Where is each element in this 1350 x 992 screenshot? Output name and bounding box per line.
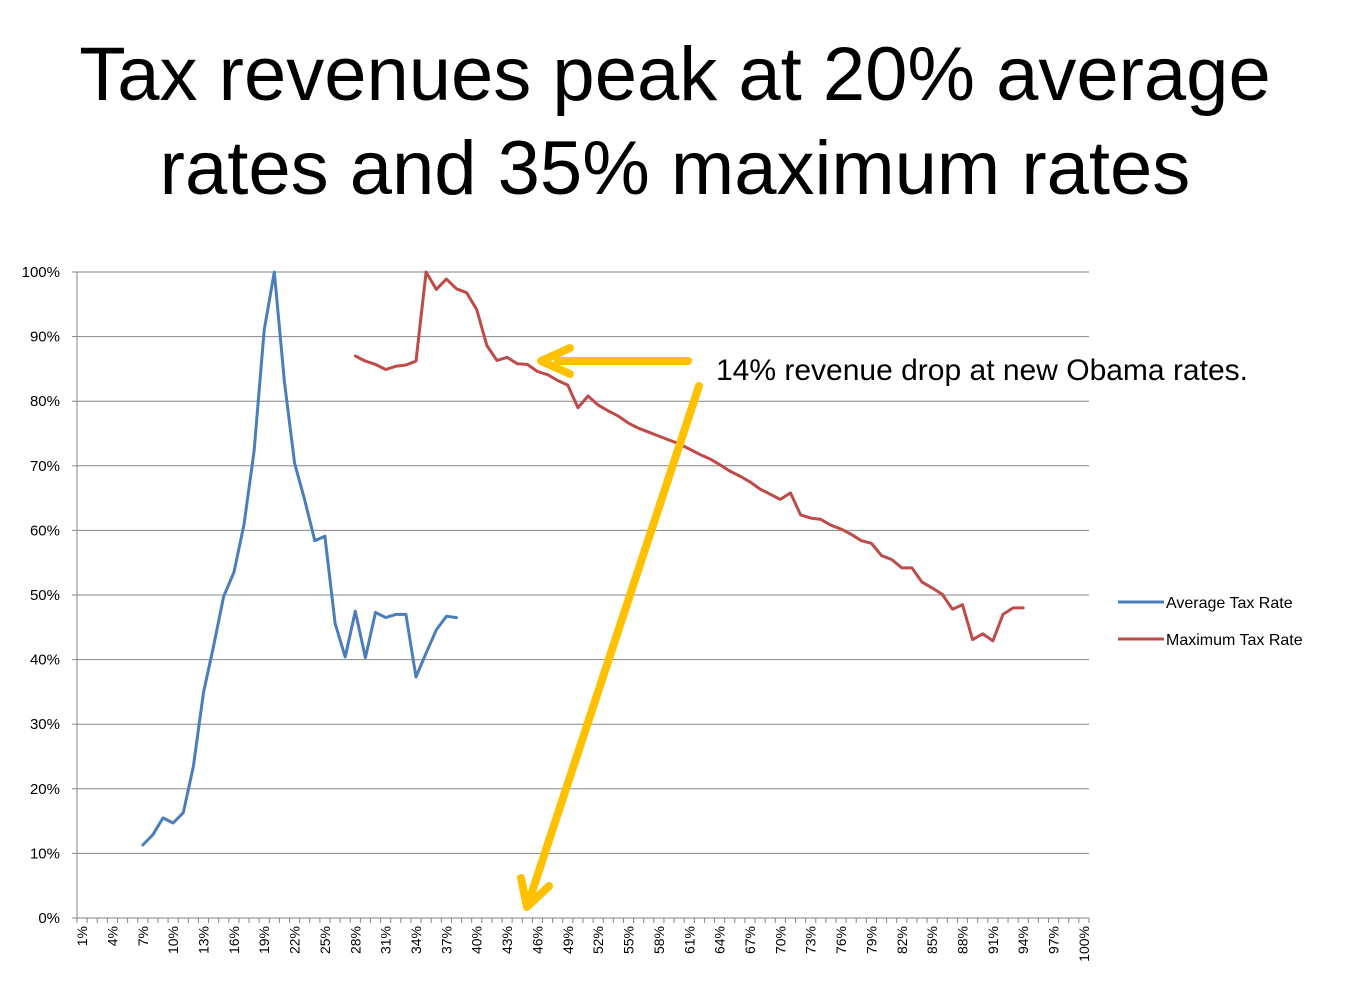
x-tick-label: 13%	[196, 926, 212, 954]
y-tick-label: 20%	[30, 781, 60, 798]
y-tick-label: 40%	[30, 652, 60, 669]
x-tick-label: 19%	[256, 926, 272, 954]
slide-title-line-2: rates and 35% maximum rates	[159, 126, 1191, 211]
x-tick-label: 100%	[1076, 926, 1092, 962]
x-tick-label: 31%	[378, 926, 394, 954]
x-tick-label: 1%	[74, 926, 90, 946]
y-tick-label: 10%	[30, 845, 60, 862]
x-tick-label: 49%	[560, 926, 576, 954]
x-tick-label: 67%	[742, 926, 758, 954]
x-tick-label: 25%	[317, 926, 333, 954]
y-tick-label: 80%	[30, 393, 60, 410]
x-tick-label: 7%	[135, 926, 151, 946]
annotation: 14% revenue drop at new Obama rates.	[517, 344, 1248, 911]
x-tick-label: 28%	[347, 926, 363, 954]
series-line-maximum-tax-rate	[353, 270, 1025, 643]
annotation-text: 14% revenue drop at new Obama rates.	[716, 354, 1248, 387]
x-tick-label: 70%	[772, 926, 788, 954]
x-tick-label: 4%	[104, 926, 120, 946]
x-tick-label: 16%	[226, 926, 242, 954]
series-lines	[141, 270, 1025, 847]
legend-label-average-tax-rate: Average Tax Rate	[1166, 595, 1293, 612]
x-tick-label: 37%	[438, 926, 454, 954]
annotation-arrow-left-head	[537, 344, 574, 378]
series-line-average-tax-rate	[141, 270, 458, 847]
x-axis-tick-labels: 1% 4% 7% 10% 13% 16% 19% 22% 25% 28% 31% 34% 37% 40% 4…	[74, 926, 1092, 962]
y-tick-label: 90%	[30, 329, 60, 346]
x-tick-label: 91%	[985, 926, 1001, 954]
x-tick-label: 34%	[408, 926, 424, 954]
x-tick-label: 73%	[803, 926, 819, 954]
y-tick-label: 100%	[22, 264, 60, 281]
x-tick-label: 76%	[833, 926, 849, 954]
x-tick-label: 43%	[499, 926, 515, 954]
x-tick-label: 85%	[924, 926, 940, 954]
legend-item-average-tax-rate: Average Tax Rate	[1118, 595, 1293, 612]
legend-item-maximum-tax-rate: Maximum Tax Rate	[1118, 632, 1303, 649]
y-tick-label: 30%	[30, 716, 60, 733]
slide-title: Tax revenues peak at 20% average rates a…	[0, 28, 1350, 216]
y-tick-label: 60%	[30, 522, 60, 539]
x-tick-label: 55%	[621, 926, 637, 954]
legend-label-maximum-tax-rate: Maximum Tax Rate	[1166, 632, 1303, 649]
x-tick-label: 58%	[651, 926, 667, 954]
x-tick-label: 10%	[165, 926, 181, 954]
x-tick-label: 52%	[590, 926, 606, 954]
y-tick-label: 50%	[30, 587, 60, 604]
x-tick-label: 46%	[529, 926, 545, 954]
y-axis-tick-labels: 0% 10% 20% 30% 40% 50% 60% 70% 80% 90% 100%	[22, 264, 60, 927]
x-tick-label: 97%	[1046, 926, 1062, 954]
annotation-arrow-down-head	[517, 874, 553, 911]
x-tick-label: 82%	[894, 926, 910, 954]
y-tick-label: 0%	[38, 910, 60, 927]
x-tick-label: 94%	[1015, 926, 1031, 954]
gridlines	[77, 271, 1089, 919]
annotation-arrow-down-shaft	[526, 382, 703, 902]
legend: Average Tax Rate Maximum Tax Rate	[1118, 595, 1303, 649]
axes	[72, 271, 1090, 923]
x-tick-label: 88%	[955, 926, 971, 954]
x-tick-label: 61%	[681, 926, 697, 954]
x-tick-label: 40%	[469, 926, 485, 954]
x-tick-label: 22%	[287, 926, 303, 954]
y-tick-label: 70%	[30, 458, 60, 475]
slide-title-line-1: Tax revenues peak at 20% average	[79, 32, 1271, 117]
x-tick-label: 79%	[863, 926, 879, 954]
x-tick-label: 64%	[712, 926, 728, 954]
